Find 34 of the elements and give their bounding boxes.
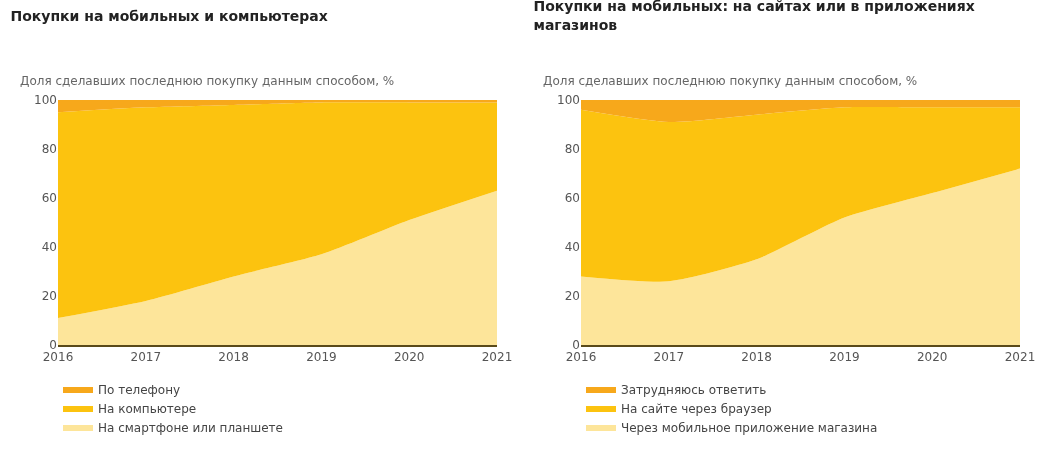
x-tick-label: 2018 [741,350,772,365]
x-tick-label: 2021 [1004,350,1036,365]
x-tick-label: 2019 [829,350,860,365]
y-tick-label: 0 [49,338,57,353]
y-axis-title: Доля сделавших последнюю покупку данным способом, % [20,74,395,88]
y-tick-label: 20 [564,289,580,304]
y-tick-label: 20 [41,289,57,304]
legend-label: На смартфоне или планшете [98,420,283,435]
legend-label: На сайте через браузер [621,401,772,416]
x-tick-label: 2018 [218,350,249,365]
x-tick-label: 2016 [42,350,74,365]
y-tick-label: 60 [41,191,57,206]
y-tick-label: 80 [564,142,580,157]
y-tick-label: 40 [41,240,57,255]
x-tick-label: 2020 [393,350,425,365]
y-tick-label: 100 [34,93,57,108]
y-tick-label: 0 [572,338,580,353]
x-tick-label: 2016 [565,350,597,365]
y-tick-label: 100 [557,93,580,108]
x-tick-label: 2020 [916,350,948,365]
legend-label: На компьютере [98,401,197,416]
x-tick-label: 2019 [306,350,337,365]
legend-label: По телефону [98,382,181,397]
x-tick-label: 2017 [130,350,162,365]
legend-label: Затрудняюсь ответить [621,382,767,397]
x-tick-label: 2021 [481,350,513,365]
y-tick-label: 40 [564,240,580,255]
y-axis-title: Доля сделавших последнюю покупку данным способом, % [543,74,918,88]
y-tick-label: 80 [41,142,57,157]
legend-label: Через мобильное приложение магазина [621,420,878,435]
y-tick-label: 60 [564,191,580,206]
x-tick-label: 2017 [653,350,685,365]
chart-title: Покупки на мобильных и компьютерах [10,8,328,25]
chart-title: Покупки на мобильных: на сайтах или в приложениях магазинов [533,0,975,33]
